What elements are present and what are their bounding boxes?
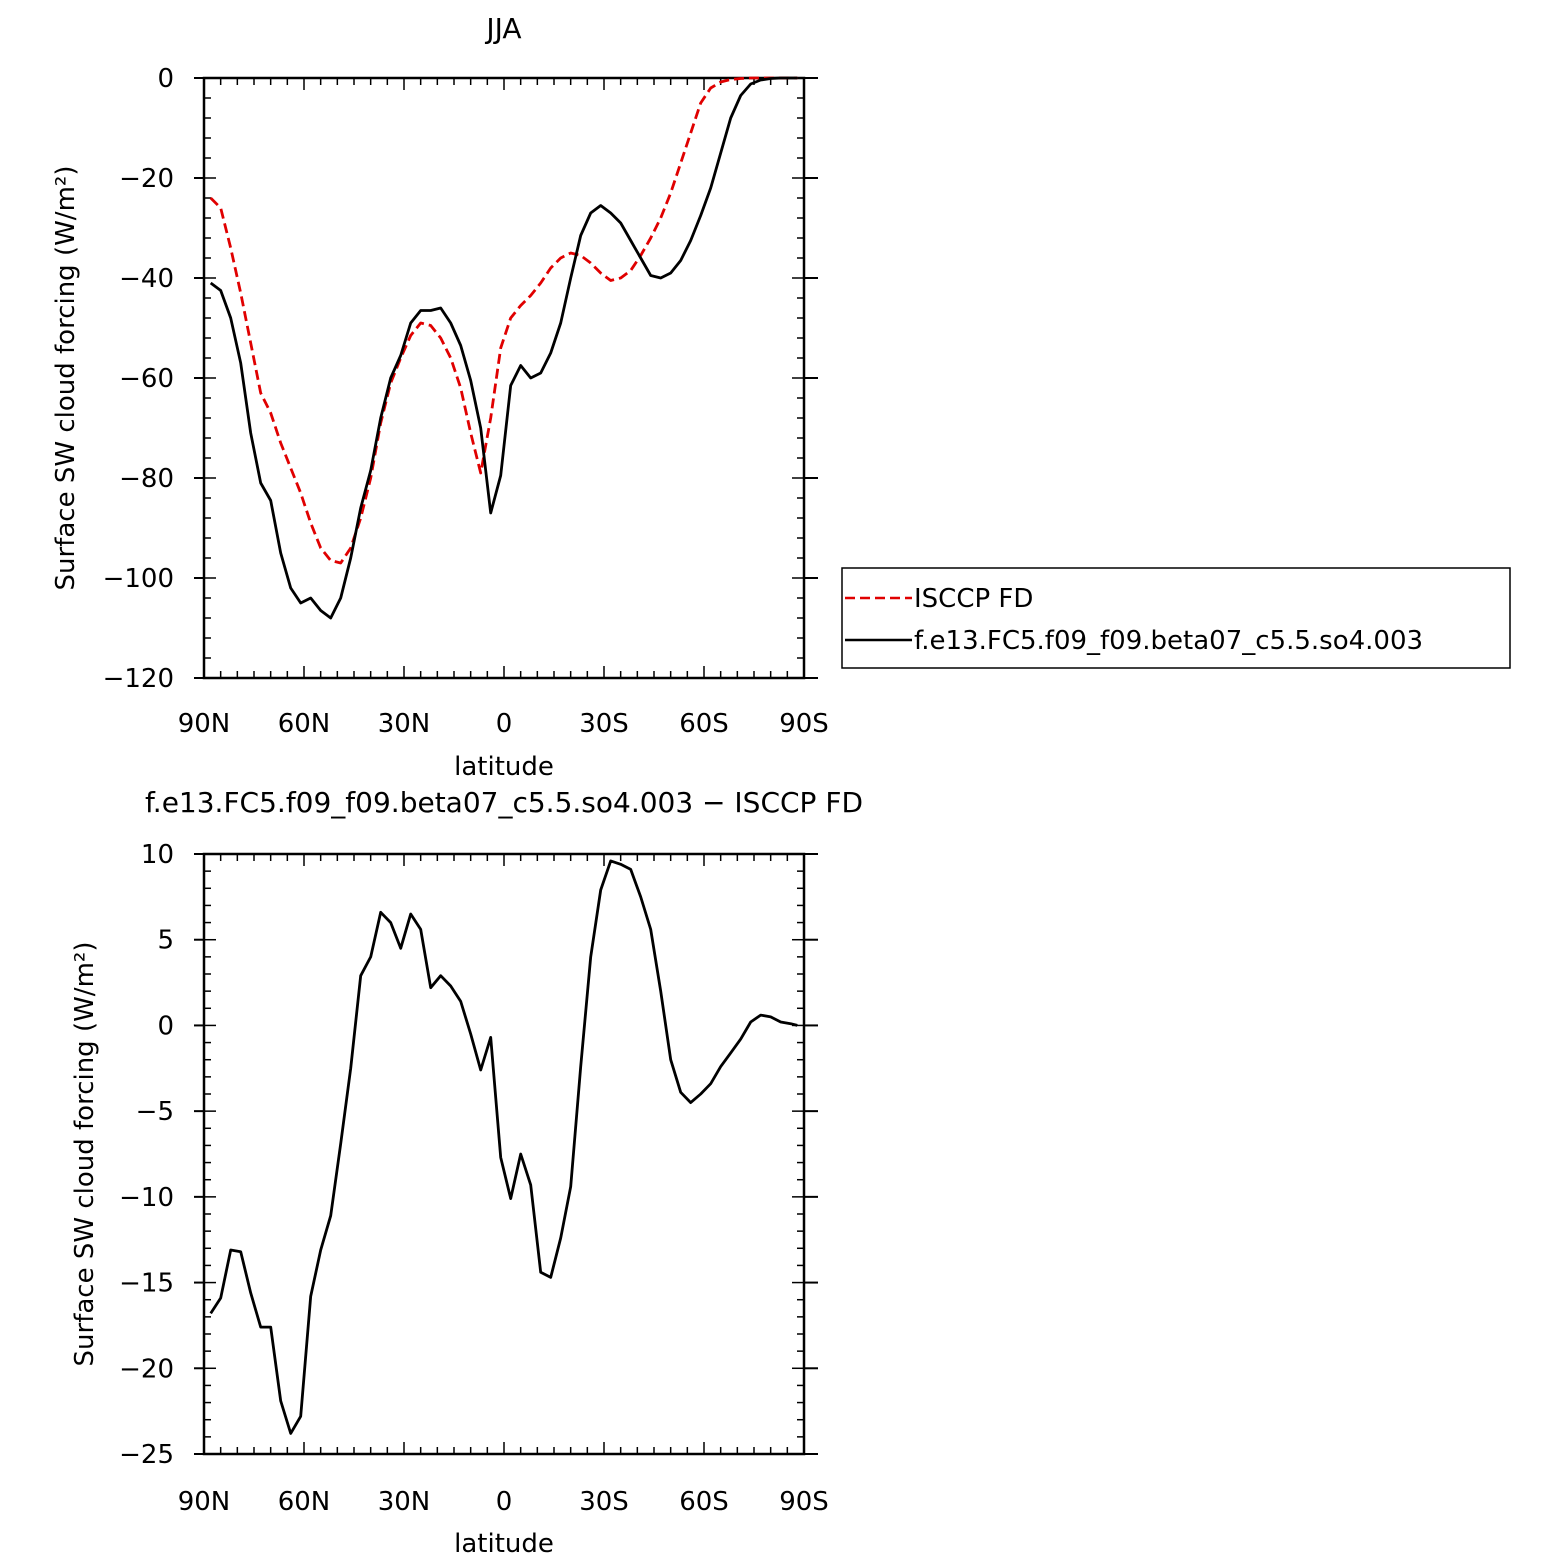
bottom-x-tick-label: 90N: [178, 1487, 231, 1517]
top-x-tick-label: 90S: [779, 709, 829, 739]
bottom-y-tick-label: −5: [136, 1097, 174, 1127]
top-x-tick-label: 0: [496, 709, 513, 739]
top-y-axis-label: Surface SW cloud forcing (W/m²): [51, 166, 81, 591]
top-y-tick-label: −20: [119, 164, 174, 194]
top-y-tick-label: 0: [157, 64, 174, 94]
top-x-tick-label: 60N: [278, 709, 331, 739]
bottom-x-tick-label: 90S: [779, 1487, 829, 1517]
top-y-tick-label: −100: [103, 564, 174, 594]
top-series-line-0: [209, 76, 798, 565]
legend-label-model: f.e13.FC5.f09_f09.beta07_c5.5.so4.003: [914, 626, 1423, 656]
bottom-series-line-0: [209, 859, 798, 1435]
bottom-x-tick-label: 30S: [579, 1487, 629, 1517]
bottom-y-axis-label: Surface SW cloud forcing (W/m²): [70, 942, 100, 1367]
bottom-y-tick-label: −20: [119, 1354, 174, 1384]
top-x-axis-label: latitude: [454, 752, 554, 782]
top-x-tick-label: 90N: [178, 709, 231, 739]
bottom-y-tick-label: 10: [141, 840, 174, 870]
bottom-y-tick-label: −15: [119, 1269, 174, 1299]
bottom-y-tick-label: 0: [157, 1011, 174, 1041]
top-chart-title: JJA: [484, 12, 521, 45]
bottom-chart-title: f.e13.FC5.f09_f09.beta07_c5.5.so4.003 − …: [145, 786, 863, 819]
legend-label-isccp: ISCCP FD: [914, 584, 1033, 614]
bottom-x-tick-label: 30N: [378, 1487, 431, 1517]
bottom-plot-frame: [202, 852, 806, 1456]
top-series-line-1: [209, 76, 798, 620]
top-y-tick-label: −60: [119, 364, 174, 394]
top-x-tick-label: 60S: [679, 709, 729, 739]
top-y-tick-label: −80: [119, 464, 174, 494]
bottom-x-tick-label: 0: [496, 1487, 513, 1517]
top-legend-box: [841, 567, 1511, 669]
top-panel: JJA latitude Surface SW cloud forcing (W…: [51, 12, 1511, 782]
bottom-x-tick-label: 60N: [278, 1487, 331, 1517]
bottom-panel: f.e13.FC5.f09_f09.beta07_c5.5.so4.003 − …: [70, 786, 863, 1559]
top-x-tick-label: 30S: [579, 709, 629, 739]
bottom-x-tick-label: 60S: [679, 1487, 729, 1517]
top-y-tick-label: −40: [119, 264, 174, 294]
bottom-y-tick-label: −25: [119, 1440, 174, 1470]
top-plot-frame: [202, 76, 806, 680]
bottom-x-axis-label: latitude: [454, 1529, 554, 1559]
top-y-tick-label: −120: [103, 664, 174, 694]
top-x-tick-label: 30N: [378, 709, 431, 739]
bottom-y-tick-label: 5: [157, 926, 174, 956]
bottom-y-tick-label: −10: [119, 1183, 174, 1213]
